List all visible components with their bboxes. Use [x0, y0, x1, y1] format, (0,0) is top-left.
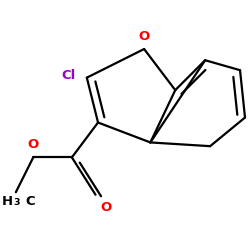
Text: Cl: Cl: [61, 69, 76, 82]
Text: 3: 3: [14, 198, 20, 207]
Text: O: O: [28, 138, 39, 151]
Text: C: C: [26, 195, 36, 208]
Text: O: O: [100, 201, 112, 214]
Text: H: H: [2, 195, 13, 208]
Text: O: O: [138, 30, 150, 43]
